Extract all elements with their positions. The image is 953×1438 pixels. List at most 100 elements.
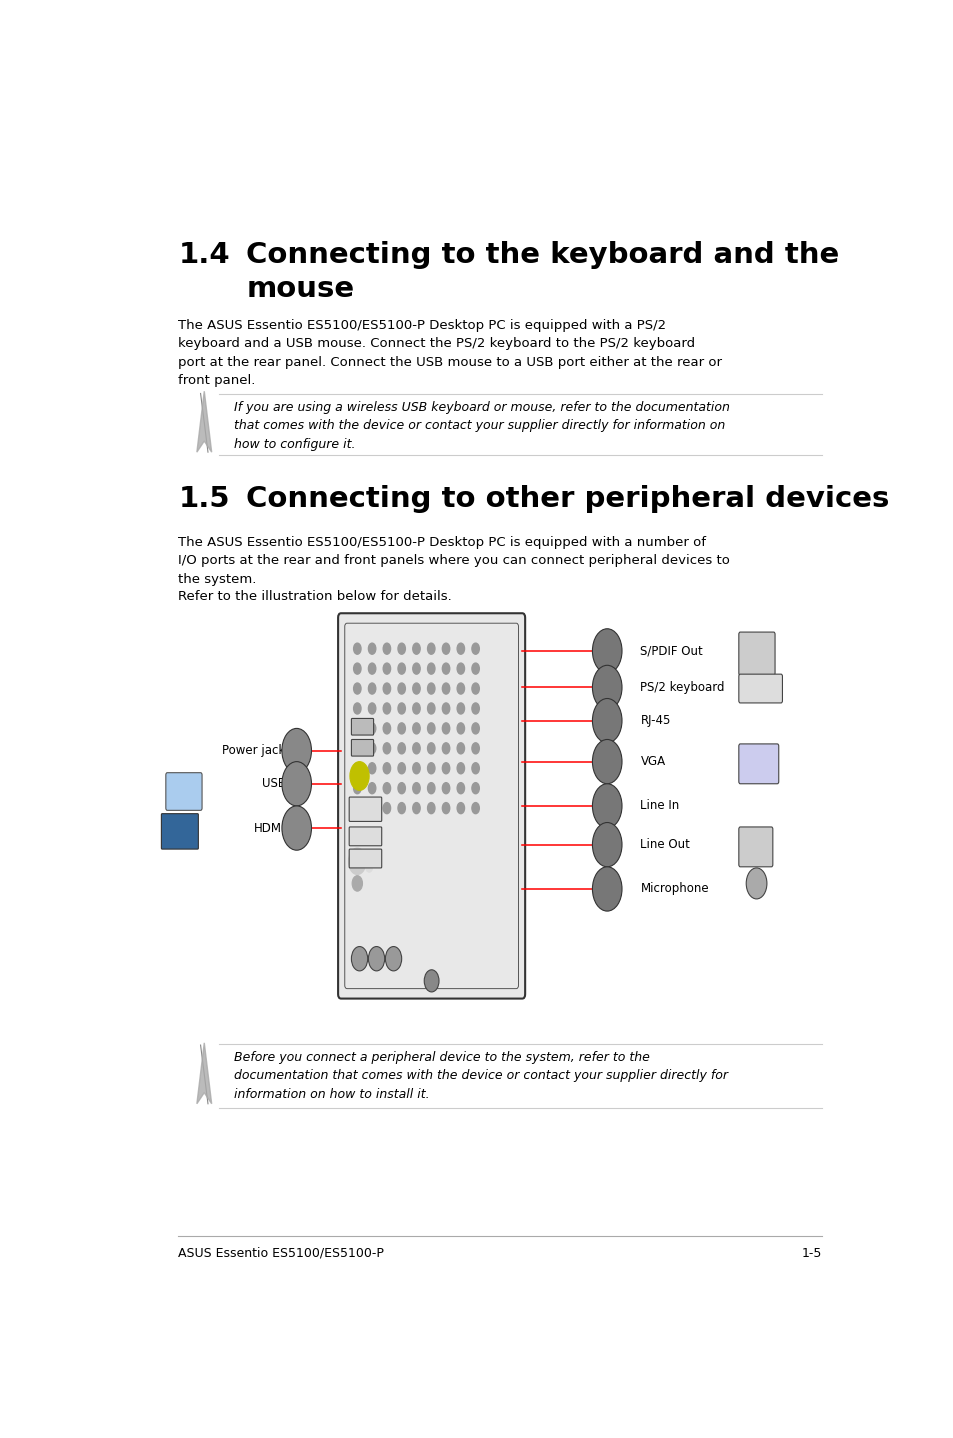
Circle shape (427, 743, 435, 754)
Circle shape (413, 723, 419, 733)
Text: Connecting to other peripheral devices: Connecting to other peripheral devices (246, 485, 889, 513)
Circle shape (442, 663, 449, 674)
Text: 1.5: 1.5 (178, 485, 230, 513)
Text: Connecting to the keyboard and the
mouse: Connecting to the keyboard and the mouse (246, 242, 839, 303)
Circle shape (456, 723, 464, 733)
Circle shape (456, 782, 464, 794)
Polygon shape (196, 391, 212, 452)
Circle shape (365, 861, 373, 873)
Circle shape (383, 762, 390, 774)
Circle shape (442, 703, 449, 715)
Text: Line In: Line In (639, 800, 679, 812)
Circle shape (368, 946, 384, 971)
Text: The ASUS Essentio ES5100/ES5100-P Desktop PC is equipped with a PS/2
keyboard an: The ASUS Essentio ES5100/ES5100-P Deskto… (178, 319, 721, 387)
Circle shape (442, 802, 449, 814)
Circle shape (472, 782, 478, 794)
Circle shape (348, 848, 366, 874)
Text: S/PDIF Out: S/PDIF Out (639, 644, 702, 657)
Circle shape (472, 643, 478, 654)
Circle shape (592, 699, 621, 743)
Circle shape (383, 782, 390, 794)
FancyBboxPatch shape (351, 719, 374, 735)
Circle shape (427, 723, 435, 733)
Circle shape (427, 802, 435, 814)
Circle shape (592, 666, 621, 709)
Text: USB: USB (261, 778, 285, 791)
Text: Microphone: Microphone (639, 883, 708, 896)
Circle shape (397, 643, 405, 654)
Circle shape (472, 743, 478, 754)
Circle shape (354, 782, 360, 794)
Circle shape (383, 703, 390, 715)
Circle shape (397, 663, 405, 674)
Text: Line Out: Line Out (639, 838, 690, 851)
Circle shape (592, 867, 621, 912)
Circle shape (368, 743, 375, 754)
Circle shape (592, 739, 621, 784)
Circle shape (368, 683, 375, 695)
Circle shape (383, 723, 390, 733)
Circle shape (354, 802, 360, 814)
Circle shape (442, 683, 449, 695)
Circle shape (397, 782, 405, 794)
Circle shape (368, 723, 375, 733)
FancyBboxPatch shape (349, 848, 381, 869)
Circle shape (472, 703, 478, 715)
Circle shape (413, 703, 419, 715)
Circle shape (456, 703, 464, 715)
Circle shape (456, 643, 464, 654)
Circle shape (397, 703, 405, 715)
Circle shape (354, 683, 360, 695)
Circle shape (397, 762, 405, 774)
FancyBboxPatch shape (738, 827, 772, 867)
FancyBboxPatch shape (738, 743, 778, 784)
Circle shape (281, 729, 311, 772)
FancyBboxPatch shape (349, 827, 381, 846)
Circle shape (397, 683, 405, 695)
FancyBboxPatch shape (738, 674, 781, 703)
FancyBboxPatch shape (166, 772, 202, 811)
Circle shape (368, 762, 375, 774)
Circle shape (354, 743, 360, 754)
Circle shape (592, 784, 621, 828)
Circle shape (368, 782, 375, 794)
Circle shape (442, 723, 449, 733)
FancyBboxPatch shape (349, 797, 381, 821)
Text: ASUS Essentio ES5100/ES5100-P: ASUS Essentio ES5100/ES5100-P (178, 1247, 384, 1260)
Text: Before you connect a peripheral device to the system, refer to the
documentation: Before you connect a peripheral device t… (233, 1051, 727, 1100)
Circle shape (472, 762, 478, 774)
Circle shape (427, 683, 435, 695)
Circle shape (745, 869, 766, 899)
FancyBboxPatch shape (161, 814, 198, 848)
Circle shape (397, 743, 405, 754)
Circle shape (427, 703, 435, 715)
Circle shape (456, 802, 464, 814)
Circle shape (472, 723, 478, 733)
Circle shape (352, 876, 362, 892)
Circle shape (456, 762, 464, 774)
Circle shape (456, 663, 464, 674)
Text: If you are using a wireless USB keyboard or mouse, refer to the documentation
th: If you are using a wireless USB keyboard… (233, 401, 729, 450)
Circle shape (472, 802, 478, 814)
Text: VGA: VGA (639, 755, 665, 768)
Circle shape (383, 663, 390, 674)
Circle shape (413, 663, 419, 674)
Circle shape (368, 643, 375, 654)
FancyBboxPatch shape (351, 739, 374, 756)
Circle shape (427, 782, 435, 794)
Circle shape (281, 762, 311, 805)
Circle shape (281, 805, 311, 850)
Text: Refer to the illustration below for details.: Refer to the illustration below for deta… (178, 590, 452, 603)
Circle shape (413, 762, 419, 774)
Text: Power jack: Power jack (222, 743, 285, 756)
Circle shape (354, 663, 360, 674)
Circle shape (413, 802, 419, 814)
Circle shape (472, 683, 478, 695)
Circle shape (368, 802, 375, 814)
Circle shape (427, 663, 435, 674)
Circle shape (413, 782, 419, 794)
Circle shape (383, 683, 390, 695)
Text: 1-5: 1-5 (801, 1247, 821, 1260)
Circle shape (368, 663, 375, 674)
Circle shape (397, 802, 405, 814)
